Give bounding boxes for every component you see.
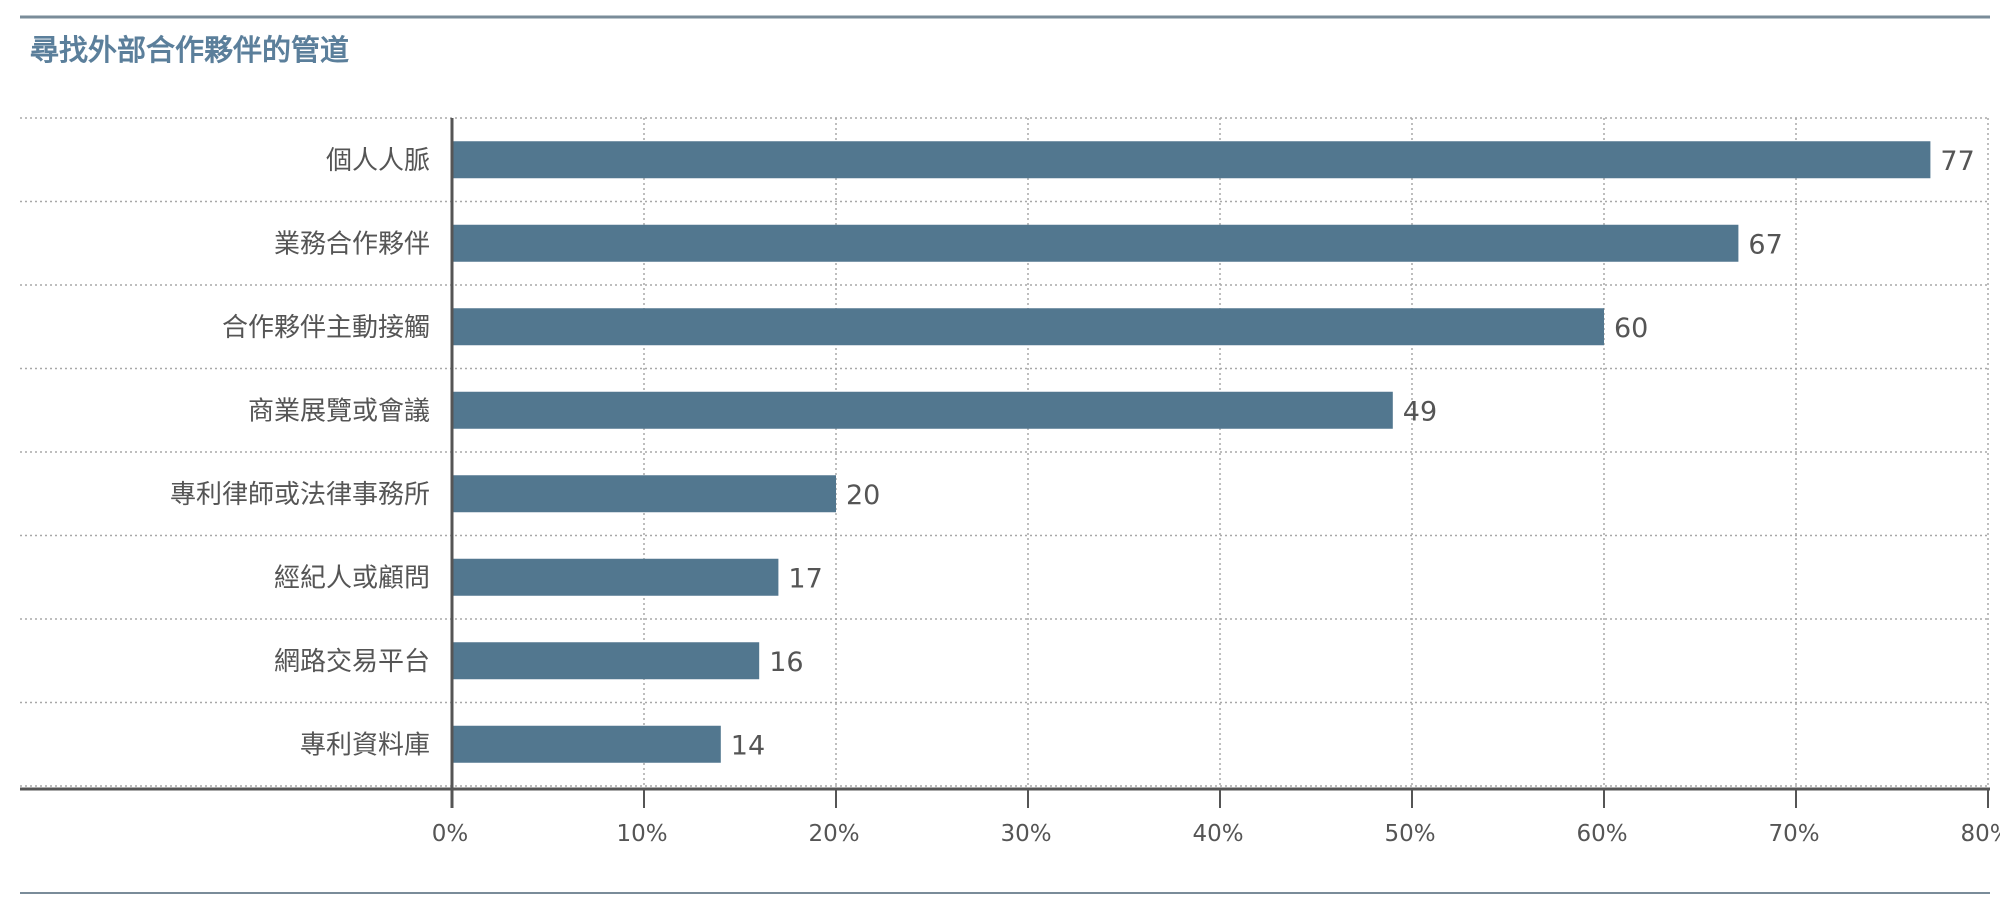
- bar: [452, 225, 1738, 262]
- tick-label: 80%: [1960, 821, 2000, 847]
- bar: [452, 559, 778, 596]
- bar: [452, 475, 836, 512]
- tick-label: 30%: [1000, 821, 1051, 847]
- value-label: 17: [788, 563, 822, 594]
- category-label: 網路交易平台: [274, 647, 430, 677]
- value-label: 67: [1748, 229, 1782, 260]
- tick-label: 40%: [1192, 821, 1243, 847]
- category-label: 商業展覽或會議: [248, 396, 430, 426]
- category-label: 個人人脈: [326, 146, 430, 176]
- value-label: 16: [769, 647, 803, 678]
- category-label: 專利律師或法律事務所: [170, 480, 430, 510]
- value-label: 14: [731, 730, 765, 761]
- bar: [452, 726, 721, 763]
- bar: [452, 141, 1930, 178]
- bar: [452, 308, 1604, 345]
- value-label: 20: [846, 480, 880, 511]
- tick-label: 20%: [808, 821, 859, 847]
- value-label: 49: [1403, 396, 1437, 427]
- bar: [452, 392, 1393, 429]
- tick-label: 10%: [616, 821, 667, 847]
- value-label: 60: [1614, 313, 1648, 344]
- value-label: 77: [1940, 146, 1974, 177]
- x-axis-ticks: 0% 10% 20% 30% 40% 50% 60% 70% 80%: [432, 789, 2000, 847]
- category-label: 經紀人或顧問: [274, 563, 430, 593]
- tick-label: 50%: [1384, 821, 1435, 847]
- category-label: 業務合作夥伴: [274, 229, 430, 259]
- chart-title: 尋找外部合作夥伴的管道: [30, 33, 349, 67]
- tick-label: 60%: [1576, 821, 1627, 847]
- grid: [20, 118, 1988, 789]
- category-label: 專利資料庫: [300, 730, 430, 760]
- bar: [452, 642, 759, 679]
- tick-label: 0%: [432, 821, 469, 847]
- tick-label: 70%: [1768, 821, 1819, 847]
- category-label: 合作夥伴主動接觸: [222, 313, 430, 343]
